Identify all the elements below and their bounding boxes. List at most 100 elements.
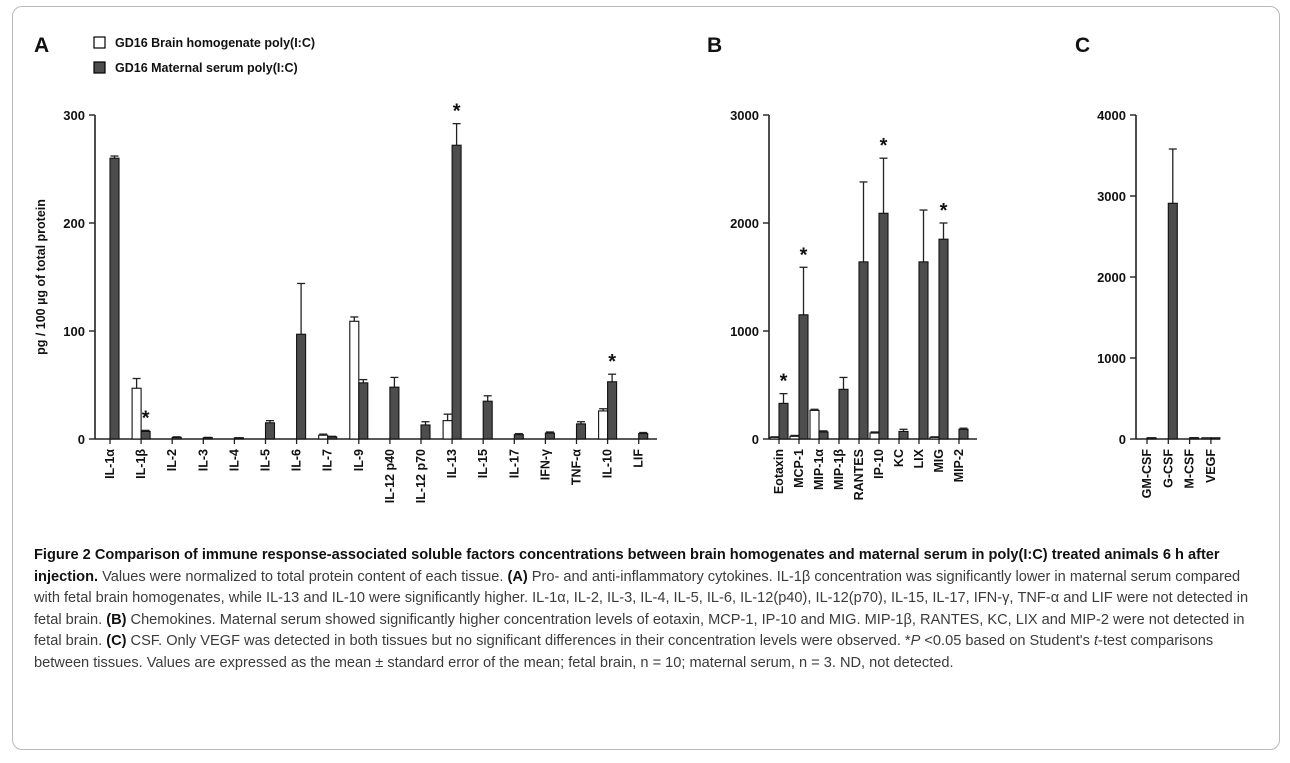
chart-panel-c: 0 1000 2000 3000 4000 GM-CSF G-CSF M-CSF VEGF	[1097, 108, 1221, 499]
x-tick-label: TNF-α	[570, 449, 584, 485]
panel-label-c: C	[1075, 34, 1090, 57]
bar-filled	[778, 402, 789, 440]
x-tick-label: IL-1α	[103, 449, 117, 479]
y-tick-label: 300	[63, 108, 85, 123]
x-tick-label: MIP-2	[952, 449, 966, 482]
caption-text-4: CSF. Only VEGF was detected in both tiss…	[126, 633, 911, 649]
significance-marker: *	[608, 351, 616, 373]
bar-open	[598, 410, 609, 440]
bar-filled	[818, 431, 829, 440]
bar-filled	[140, 430, 151, 440]
bar-filled	[607, 381, 618, 440]
caption-text-3: Chemokines. Maternal serum showed signif…	[34, 611, 1245, 650]
chart-panel-a: 0 100 200 300 pg / 100 µg of total protein IL…	[34, 101, 657, 503]
x-tick-label: IL-4	[227, 449, 241, 471]
y-tick-label: 3000	[730, 108, 759, 123]
bar-open	[789, 435, 800, 440]
legend-open-swatch	[93, 36, 106, 49]
caption-text-6: -test comparisons between tissues. Value…	[34, 633, 1214, 671]
y-tick-label: 0	[1119, 432, 1126, 447]
bar-filled	[575, 423, 587, 440]
bar-filled	[838, 388, 849, 440]
x-tick-label: MIP-1α	[812, 449, 826, 490]
significance-marker: *	[780, 371, 788, 393]
caption-text-2: Pro- and anti-inflammatory cytokines. IL…	[34, 568, 1249, 628]
y-tick-label: 1000	[1097, 351, 1126, 366]
significance-marker: *	[453, 101, 461, 123]
legend: GD16 Brain homogenate poly(I:C) GD16 Mat…	[93, 36, 315, 75]
bar-filled	[638, 433, 649, 440]
bar-filled	[513, 434, 524, 440]
x-tick-label: G-CSF	[1161, 449, 1175, 488]
y-tick-label: 2000	[1097, 270, 1126, 285]
bar-open	[929, 436, 940, 440]
y-tick-label: 0	[752, 432, 759, 447]
bar-open	[318, 434, 329, 440]
x-tick-label: RANTES	[852, 449, 866, 500]
bar-open	[1201, 437, 1212, 440]
x-tick-label: KC	[892, 449, 906, 467]
bar-filled	[544, 432, 555, 440]
bar-filled	[1189, 437, 1200, 440]
bar-filled	[327, 436, 338, 440]
legend-filled-label: GD16 Maternal serum poly(I:C)	[115, 61, 298, 75]
x-tick-label: VEGF	[1204, 449, 1218, 483]
x-tick-label: IL-10	[601, 449, 615, 478]
bar-filled	[233, 437, 244, 440]
bar-filled	[958, 428, 969, 440]
y-axis-label: pg / 100 µg of total protein	[34, 199, 48, 355]
x-tick-label: MIG	[932, 449, 946, 473]
bar-filled	[109, 157, 120, 440]
significance-marker: *	[940, 200, 948, 222]
bar-filled	[296, 333, 307, 440]
caption-ref-c: (C)	[106, 633, 127, 649]
chart-panel-b: 0 1000 2000 3000 Eotaxin * MCP-1 * MIP-1α MIP-1β R…	[730, 108, 977, 500]
bar-open	[349, 320, 360, 440]
significance-marker: *	[142, 407, 150, 429]
bar-filled	[451, 144, 462, 440]
bar-filled	[798, 314, 809, 440]
y-tick-label: 1000	[730, 324, 759, 339]
bar-open	[131, 387, 142, 440]
y-tick-label: 3000	[1097, 189, 1126, 204]
x-tick-label: M-CSF	[1183, 449, 1197, 489]
caption-p: P	[910, 633, 921, 649]
bar-open	[442, 420, 453, 440]
x-tick-label: IL-17	[507, 449, 521, 478]
bar-filled	[1167, 202, 1178, 440]
x-tick-label: Eotaxin	[772, 449, 786, 494]
bar-open	[769, 436, 780, 440]
y-tick-label: 4000	[1097, 108, 1126, 123]
caption-ref-a: (A)	[507, 568, 528, 585]
bar-filled	[1210, 437, 1221, 440]
y-tick-label: 0	[78, 432, 85, 447]
caption-text-1: Values were normalized to total protein …	[98, 568, 508, 585]
legend-open-label: GD16 Brain homogenate poly(I:C)	[115, 36, 315, 50]
bar-filled	[358, 382, 369, 440]
legend-filled-swatch	[93, 61, 106, 74]
x-tick-label: IL-7	[321, 449, 335, 471]
bar-open	[869, 432, 880, 440]
bar-filled	[202, 437, 213, 440]
bar-filled	[482, 400, 493, 440]
caption-ref-b: (B)	[106, 611, 127, 628]
bar-open	[809, 409, 820, 440]
figure-graphic: A B C GD16 Brain homogenate poly(I:C) GD…	[34, 34, 1221, 503]
bar-filled	[878, 212, 889, 440]
panel-label-b: B	[707, 34, 722, 57]
x-tick-label: MCP-1	[792, 449, 806, 488]
bar-filled	[898, 430, 909, 440]
bar-filled	[389, 386, 400, 440]
caption-t: t	[1093, 633, 1099, 649]
x-tick-label: IL-13	[445, 449, 459, 478]
x-tick-label: IL-3	[196, 449, 210, 471]
x-tick-label: IL-15	[476, 449, 490, 478]
y-tick-label: 100	[63, 324, 85, 339]
bar-filled	[938, 238, 949, 440]
panel-label-a: A	[34, 34, 49, 57]
significance-marker: *	[800, 244, 808, 266]
x-tick-label: LIX	[912, 448, 926, 468]
x-tick-label: GM-CSF	[1140, 449, 1154, 499]
x-tick-label: IL-5	[259, 449, 273, 471]
bar-filled	[1146, 437, 1157, 440]
